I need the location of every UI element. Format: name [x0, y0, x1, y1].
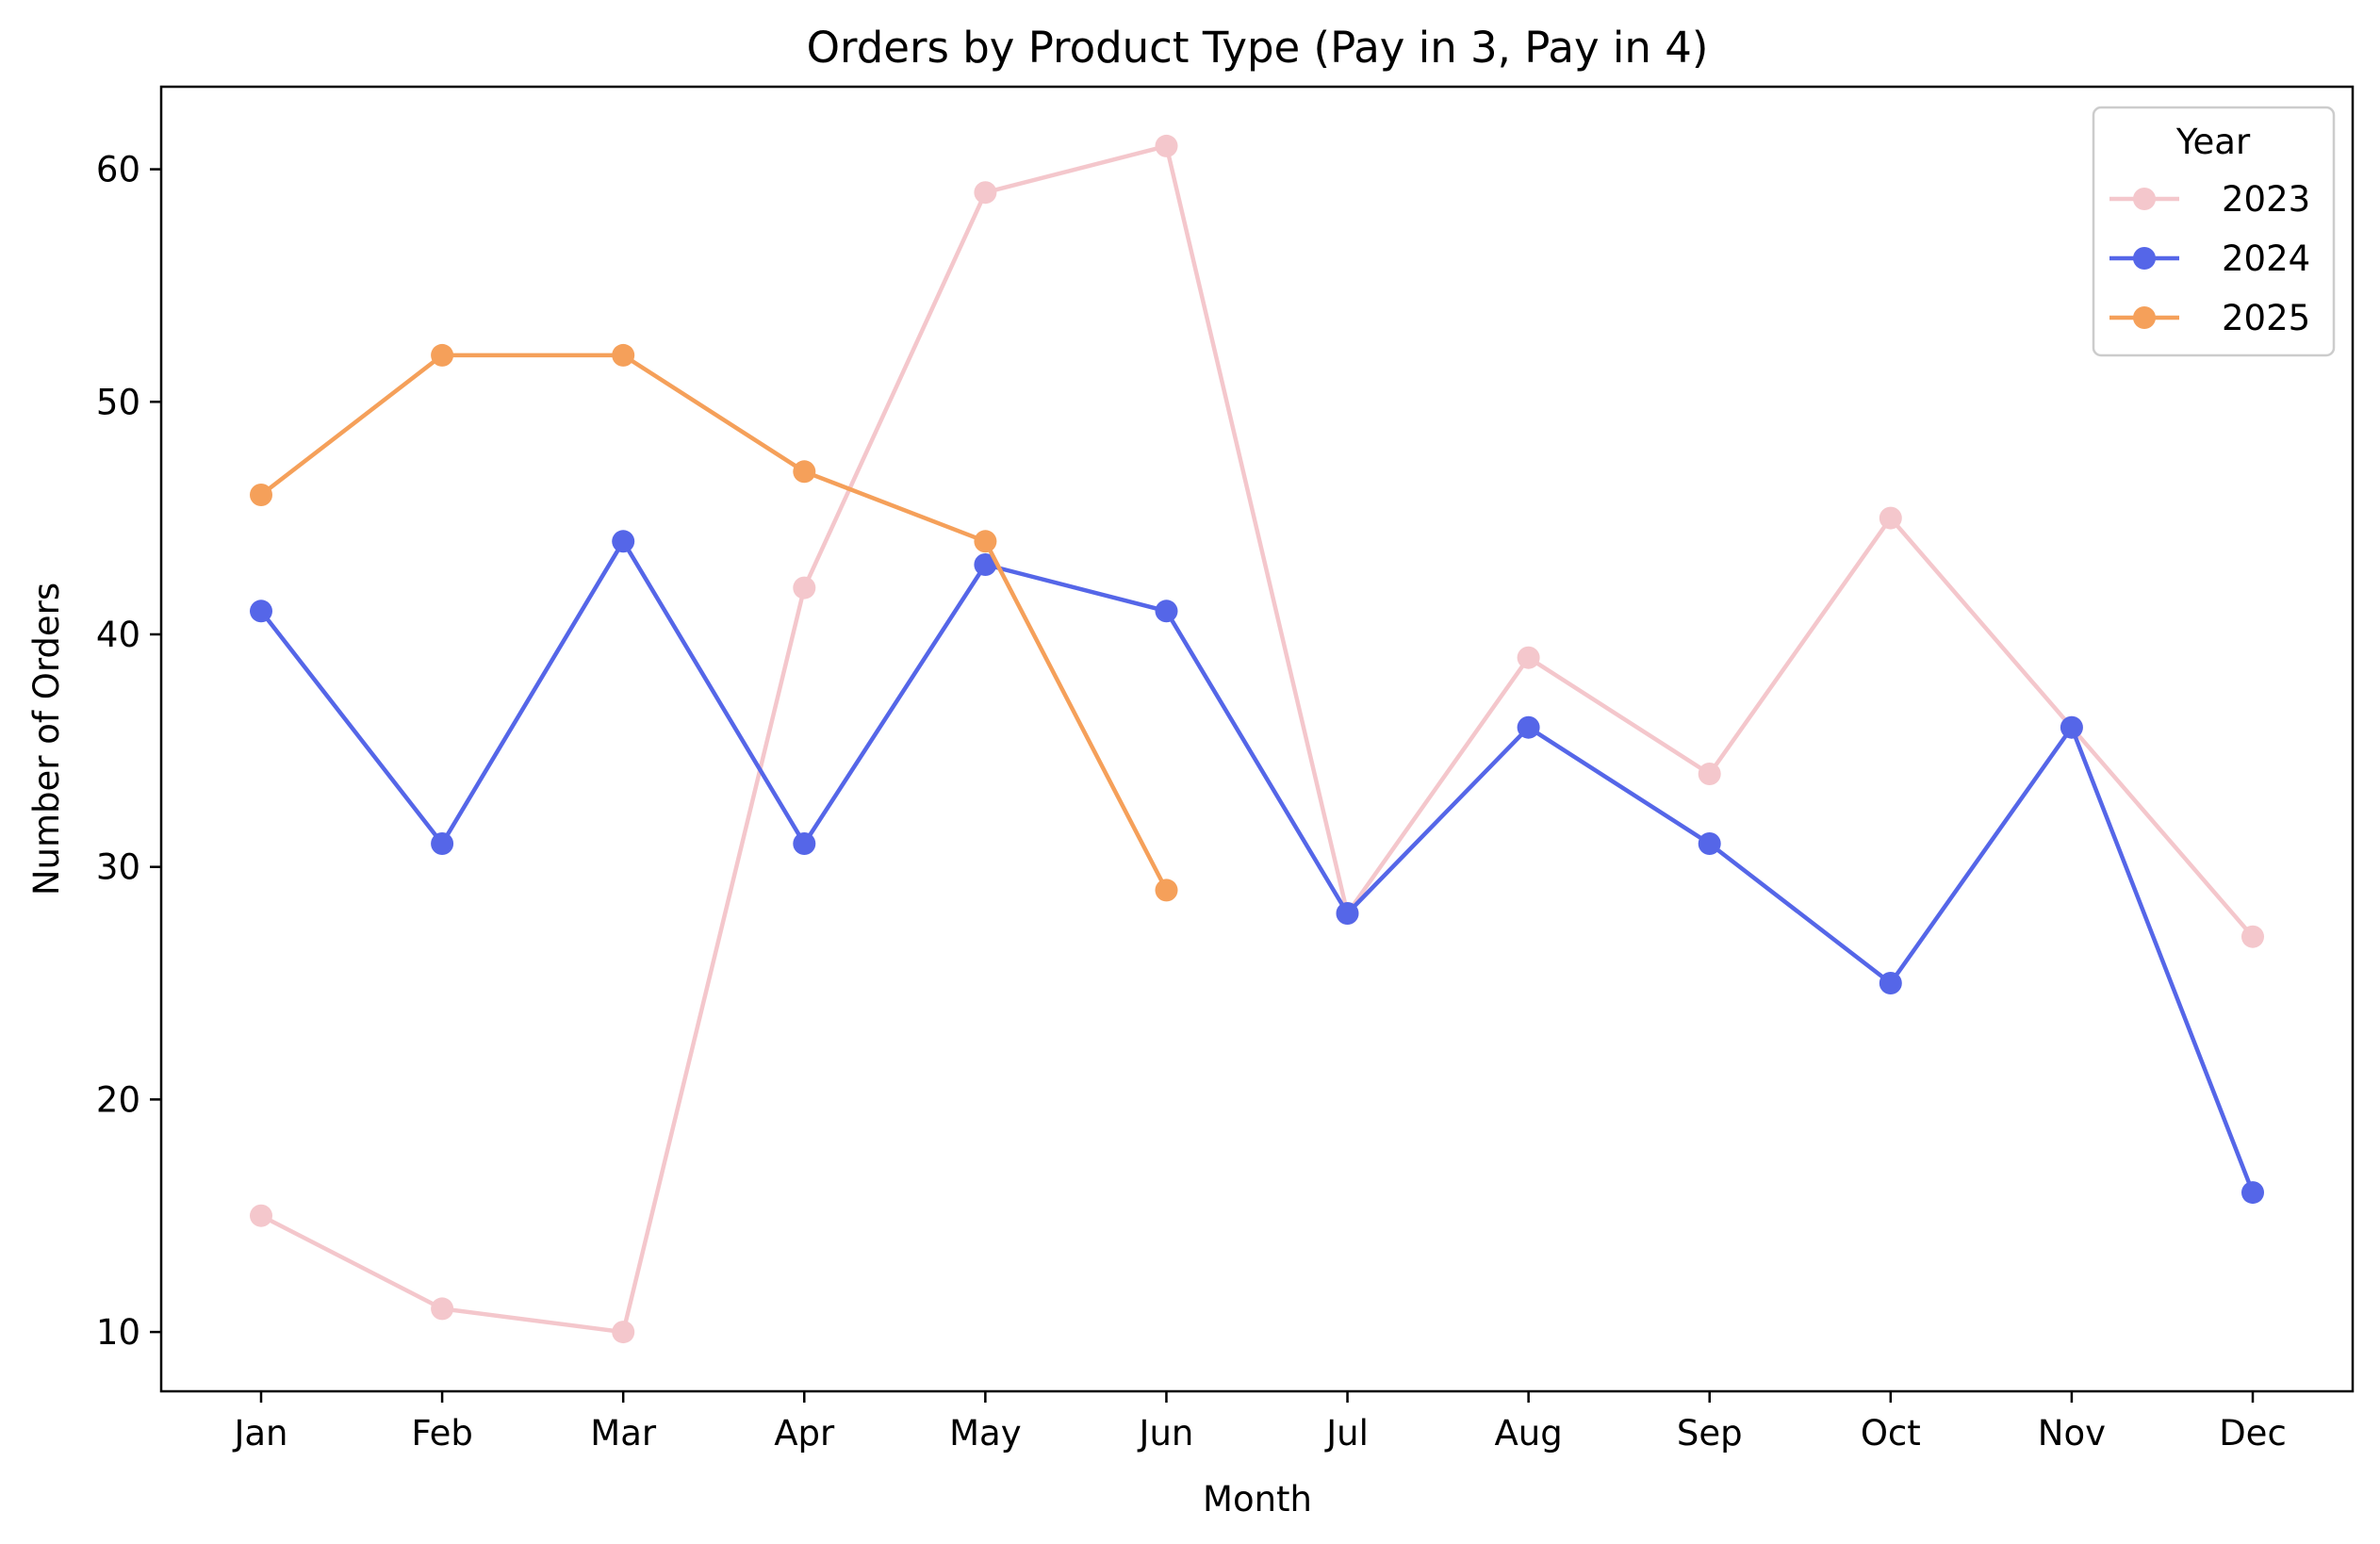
legend-title: Year	[2175, 122, 2251, 162]
x-tick-label: May	[949, 1413, 1022, 1454]
y-tick-label: 20	[96, 1079, 140, 1120]
data-point-2024-dec	[2241, 1181, 2264, 1205]
x-tick-label: Aug	[1495, 1413, 1563, 1454]
data-point-2024-oct	[1879, 972, 1902, 994]
data-point-2023-aug	[1517, 646, 1540, 669]
x-tick-label: Jan	[232, 1413, 287, 1454]
y-tick-label: 30	[96, 847, 140, 888]
y-tick-label: 50	[96, 382, 140, 422]
x-tick-label: Nov	[2038, 1413, 2106, 1454]
x-tick-label: Dec	[2219, 1413, 2287, 1454]
x-tick-label: Apr	[774, 1413, 835, 1454]
series-2025	[250, 343, 1178, 902]
data-point-2023-jun	[1155, 134, 1178, 157]
legend-swatch-marker	[2133, 247, 2156, 270]
data-point-2025-feb	[431, 343, 454, 367]
data-point-2023-mar	[612, 1321, 635, 1344]
legend-swatch-marker	[2133, 306, 2156, 329]
x-tick-label: Sep	[1677, 1413, 1743, 1454]
legend-items: 2023 2024 2025	[2109, 179, 2310, 338]
chart-title: Orders by Product Type (Pay in 3, Pay in…	[807, 23, 1709, 73]
series-line-2025	[259, 353, 1169, 892]
data-point-2024-apr	[793, 832, 816, 855]
legend-label: 2024	[2222, 238, 2310, 279]
x-tick-label: Jul	[1324, 1413, 1369, 1454]
data-point-2024-jan	[250, 600, 272, 623]
data-point-2024-nov	[2060, 715, 2083, 739]
legend-swatch-marker	[2133, 188, 2156, 210]
data-point-2024-aug	[1517, 715, 1540, 739]
series-line-2023	[259, 143, 2255, 1335]
data-point-2025-jun	[1155, 879, 1178, 902]
x-tick-label: Oct	[1861, 1413, 1921, 1454]
data-point-2023-may	[974, 181, 997, 205]
plot-area-frame	[159, 85, 2355, 1393]
x-axis: Jan Feb Mar Apr May Jun Jul Aug Sep Oct Nov Dec	[232, 1391, 2287, 1454]
data-point-2024-feb	[431, 832, 454, 855]
legend-item-2023: 2023	[2109, 179, 2310, 220]
series-2024	[250, 530, 2264, 1205]
data-point-2024-jun	[1155, 600, 1178, 623]
data-point-2024-may	[974, 553, 997, 576]
data-point-2025-apr	[793, 460, 816, 484]
data-point-2023-apr	[793, 576, 816, 600]
legend-label: 2023	[2222, 179, 2310, 220]
data-point-2025-mar	[612, 343, 635, 367]
y-axis: 10 20 30 40 50 60	[96, 150, 161, 1353]
x-tick-label: Feb	[411, 1413, 473, 1454]
legend-item-2024: 2024	[2109, 238, 2310, 279]
x-tick-label: Jun	[1138, 1413, 1194, 1454]
data-point-2023-jan	[250, 1204, 272, 1227]
data-point-2025-may	[974, 530, 997, 553]
data-point-2023-oct	[1879, 506, 1902, 530]
x-axis-label: Month	[1203, 1479, 1312, 1519]
data-point-2023-sep	[1698, 763, 1721, 785]
y-tick-label: 40	[96, 615, 140, 655]
series-line-2024	[259, 539, 2256, 1193]
data-point-2024-sep	[1698, 832, 1721, 855]
legend-item-2025: 2025	[2109, 298, 2310, 338]
x-tick-label: Mar	[590, 1413, 657, 1454]
legend-label: 2025	[2222, 298, 2310, 338]
data-point-2023-feb	[431, 1297, 454, 1321]
y-tick-label: 10	[96, 1312, 140, 1353]
data-point-2023-dec	[2241, 925, 2264, 948]
legend-box	[2092, 106, 2336, 357]
data-point-2024-mar	[612, 530, 635, 553]
data-point-2025-jan	[250, 484, 272, 506]
series-layer	[250, 134, 2264, 1344]
y-tick-label: 60	[96, 150, 140, 190]
data-point-2024-jul	[1336, 902, 1359, 925]
y-axis-label: Number of Orders	[26, 583, 67, 895]
legend: Year 2023 2024 2025	[2092, 106, 2336, 357]
